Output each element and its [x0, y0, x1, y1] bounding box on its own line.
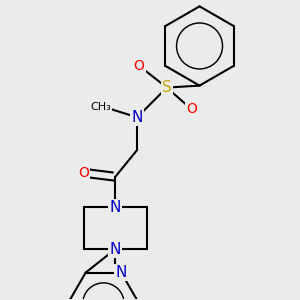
Text: O: O	[78, 166, 89, 180]
Text: N: N	[131, 110, 143, 125]
Text: S: S	[162, 80, 172, 95]
Text: CH₃: CH₃	[90, 102, 111, 112]
Text: O: O	[134, 59, 145, 73]
Text: N: N	[110, 242, 121, 256]
Text: N: N	[110, 200, 121, 215]
Text: O: O	[186, 102, 197, 116]
Text: N: N	[116, 265, 127, 280]
